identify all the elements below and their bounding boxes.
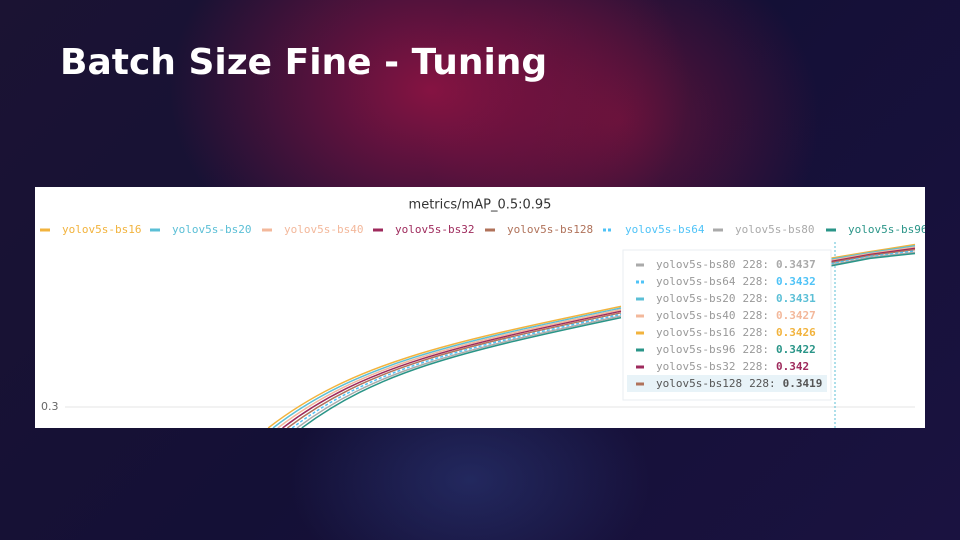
tooltip-step: 228: xyxy=(742,309,769,322)
tooltip-row: yolov5s-bs96 228: 0.3422 xyxy=(656,343,816,356)
panel-title: metrics/mAP_0.5:0.95 xyxy=(409,198,552,213)
tooltip-row: yolov5s-bs32 228: 0.342 xyxy=(656,360,809,373)
tooltip-row: yolov5s-bs64 228: 0.3432 xyxy=(656,275,816,288)
tooltip-step: 228: xyxy=(742,360,769,373)
tooltip-value: 0.3422 xyxy=(776,343,816,356)
curve xyxy=(277,246,916,428)
tooltip-highlight xyxy=(627,375,827,392)
slide-title: Batch Size Fine - Tuning xyxy=(60,42,548,83)
tooltip-name: yolov5s-bs40 xyxy=(656,309,735,322)
tooltip-value: 0.3431 xyxy=(776,292,816,305)
curves xyxy=(267,243,916,428)
tooltip-name: yolov5s-bs64 xyxy=(656,275,736,288)
curve xyxy=(296,251,916,428)
tooltip-step: 228: xyxy=(742,258,769,271)
tooltip-value: 0.3432 xyxy=(776,275,816,288)
tooltip-value: 0.342 xyxy=(776,360,809,373)
y-tick-label: 0.3 xyxy=(41,400,59,413)
tooltip-step: 228: xyxy=(749,377,776,390)
tooltip-row: yolov5s-bs80 228: 0.3437 xyxy=(656,258,816,271)
tooltip-row: yolov5s-bs20 228: 0.3431 xyxy=(656,292,816,305)
legend-label: yolov5s-bs40 xyxy=(284,223,363,236)
tooltip-step: 228: xyxy=(742,343,769,356)
tooltip-step: 228: xyxy=(742,326,769,339)
tooltip-value: 0.3437 xyxy=(776,258,816,271)
tooltip-value: 0.3426 xyxy=(776,326,816,339)
tooltip-row: yolov5s-bs128 228: 0.3419 xyxy=(656,377,822,390)
curve xyxy=(286,248,916,428)
curve xyxy=(272,245,916,428)
tooltip-step: 228: xyxy=(742,292,769,305)
legend-label: yolov5s-bs32 xyxy=(395,223,474,236)
curve xyxy=(282,247,916,428)
tooltip-name: yolov5s-bs32 xyxy=(656,360,735,373)
tooltip-row: yolov5s-bs40 228: 0.3427 xyxy=(656,309,816,322)
legend-label: yolov5s-bs64 xyxy=(625,223,705,236)
legend-label: yolov5s-bs96 xyxy=(848,223,925,236)
tooltip-row: yolov5s-bs16 228: 0.3426 xyxy=(656,326,816,339)
tooltip-value: 0.3419 xyxy=(783,377,823,390)
legend-label: yolov5s-bs20 xyxy=(172,223,251,236)
tooltip-name: yolov5s-bs20 xyxy=(656,292,735,305)
curve xyxy=(291,250,916,428)
tooltip-name: yolov5s-bs128 xyxy=(656,377,742,390)
tooltip-name: yolov5s-bs80 xyxy=(656,258,735,271)
curve xyxy=(301,252,916,428)
legend-label: yolov5s-bs128 xyxy=(507,223,593,236)
chart-panel: metrics/mAP_0.5:0.95 0.3 yolov5s-bs16 yol… xyxy=(35,187,925,428)
curve xyxy=(267,243,916,428)
legend-label: yolov5s-bs80 xyxy=(735,223,814,236)
tooltip-value: 0.3427 xyxy=(776,309,816,322)
tooltip-name: yolov5s-bs16 xyxy=(656,326,735,339)
tooltip-name: yolov5s-bs96 xyxy=(656,343,735,356)
legend-label: yolov5s-bs16 xyxy=(62,223,141,236)
legend: yolov5s-bs16 yolov5s-bs20 yolov5s-bs40 yolo… xyxy=(40,223,925,236)
tooltip-step: 228: xyxy=(742,275,769,288)
